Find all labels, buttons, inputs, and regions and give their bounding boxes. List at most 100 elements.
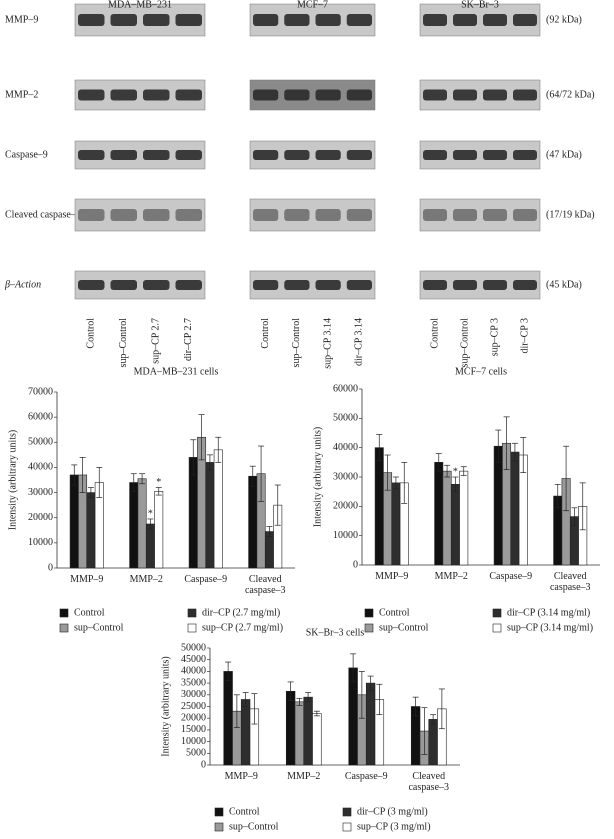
blot-band: [175, 14, 202, 26]
x-tick-label: Cleaved caspase–3: [244, 574, 286, 596]
x-tick-label: Cleaved caspase–3: [408, 771, 450, 793]
y-tick-label: 35000: [181, 677, 206, 688]
blot-band: [423, 280, 447, 290]
chart-title: SK–Br–3 cells: [306, 627, 365, 638]
y-tick-label: 45000: [181, 654, 206, 665]
legend-swatch: [59, 608, 69, 618]
legend-swatch: [214, 807, 224, 817]
blot-size-label: (17/19 kDa): [546, 209, 595, 220]
y-axis-label: Intensity (arbitrary units): [160, 656, 171, 757]
blot-row-label: Cleaved caspase–3: [5, 209, 81, 220]
blot-band: [284, 280, 310, 290]
x-tick-label: MMP–2: [434, 571, 468, 582]
legend-label: sup–CP (3.14 mg/ml): [507, 622, 593, 633]
blot-band: [78, 209, 105, 221]
blot-band: [143, 89, 170, 101]
blot-band: [315, 280, 341, 290]
bar: [137, 478, 147, 569]
legend-label: sup–CP (2.7 mg/ml): [202, 622, 283, 633]
blot-size-label: (64/72 kDa): [546, 89, 595, 100]
blot-band: [513, 150, 537, 160]
x-label-box: Caspase–9: [489, 571, 533, 582]
blot-band: [78, 89, 105, 101]
y-axis-label: Intensity (arbitrary units): [312, 427, 323, 528]
legend-swatch: [342, 807, 352, 817]
bar: [348, 667, 358, 766]
blot-band: [513, 209, 537, 221]
blot-lane-label: sup–CP 2.7: [151, 318, 162, 364]
bar: [493, 445, 503, 566]
blot-band: [483, 280, 507, 290]
x-label-box: Cleaved caspase–3: [550, 571, 591, 593]
bar: [145, 523, 155, 569]
significance-star: *: [453, 466, 458, 477]
x-tick-label: Caspase–9: [489, 571, 533, 582]
blot-band: [143, 14, 170, 26]
blot-band: [346, 209, 372, 221]
bar: [442, 470, 452, 566]
blot-band: [284, 89, 310, 101]
x-tick-label: MMP–9: [224, 771, 258, 782]
blot-lane-label: Control: [260, 318, 271, 349]
bar: [510, 451, 520, 566]
bar: [285, 690, 296, 766]
y-axis-label: Intensity (arbitrary units): [7, 430, 18, 531]
blot-band: [453, 150, 477, 160]
x-tick-label: MMP–9: [70, 574, 104, 585]
y-tick-label: 60000: [333, 383, 358, 394]
blot-band: [483, 14, 507, 26]
blot-lane-label: Control: [429, 318, 440, 349]
blot-band: [253, 209, 279, 221]
legend-label: dir–CP (3.14 mg/ml): [507, 607, 590, 618]
blot-band: [453, 14, 477, 26]
y-tick-label: 20000: [181, 712, 206, 723]
legend-label: dir–CP (3 mg/ml): [357, 806, 428, 817]
blot-band: [453, 89, 477, 101]
bar: [129, 482, 139, 569]
y-tick-label: 5000: [186, 748, 206, 759]
blot-row-label: β–Action: [4, 279, 41, 290]
blot-band: [253, 280, 279, 290]
chart-title: MDA–MB–231 cells: [134, 366, 219, 377]
blot-row-label: Caspase–9: [5, 149, 48, 160]
blot-band: [513, 280, 537, 290]
blot-size-label: (47 kDa): [546, 149, 582, 160]
legend-swatch: [492, 623, 502, 633]
y-tick-label: 40000: [28, 462, 53, 473]
blot-band: [483, 209, 507, 221]
blot-band: [315, 89, 341, 101]
legend-swatch: [492, 608, 502, 618]
legend-swatch: [187, 623, 197, 633]
legend-label: Control: [74, 607, 105, 618]
blot-band: [423, 89, 447, 101]
bar: [248, 475, 258, 569]
bar: [294, 701, 305, 766]
blot-lane-label: dir–CP 3.14: [354, 318, 365, 366]
y-tick-label: 20000: [28, 512, 53, 523]
blot-band: [110, 89, 137, 101]
x-tick-label: MMP–2: [129, 574, 163, 585]
blot-lane-label: sup–Control: [118, 318, 129, 368]
legend-swatch: [364, 608, 374, 618]
blot-band: [284, 14, 310, 26]
blot-row-label: MMP–9: [5, 14, 38, 25]
bar: [450, 484, 460, 566]
blot-band: [78, 150, 105, 160]
bar: [213, 449, 223, 569]
significance-star: *: [156, 477, 161, 488]
bar: [303, 696, 313, 766]
y-tick-label: 50000: [333, 413, 358, 424]
y-tick-label: 10000: [333, 530, 358, 541]
blot-band: [315, 150, 341, 160]
bar: [69, 474, 79, 569]
blot-band: [513, 89, 537, 101]
blot-band: [143, 150, 170, 160]
blot-lane-label: sup–Control: [459, 318, 470, 368]
blot-band: [315, 209, 341, 221]
y-tick-label: 70000: [28, 386, 53, 397]
blot-lane-label: Control: [86, 318, 97, 349]
blot-size-label: (92 kDa): [546, 14, 582, 25]
x-label-box: Cleaved caspase–3: [244, 574, 286, 596]
bar: [223, 671, 233, 766]
blot-band: [513, 14, 537, 26]
